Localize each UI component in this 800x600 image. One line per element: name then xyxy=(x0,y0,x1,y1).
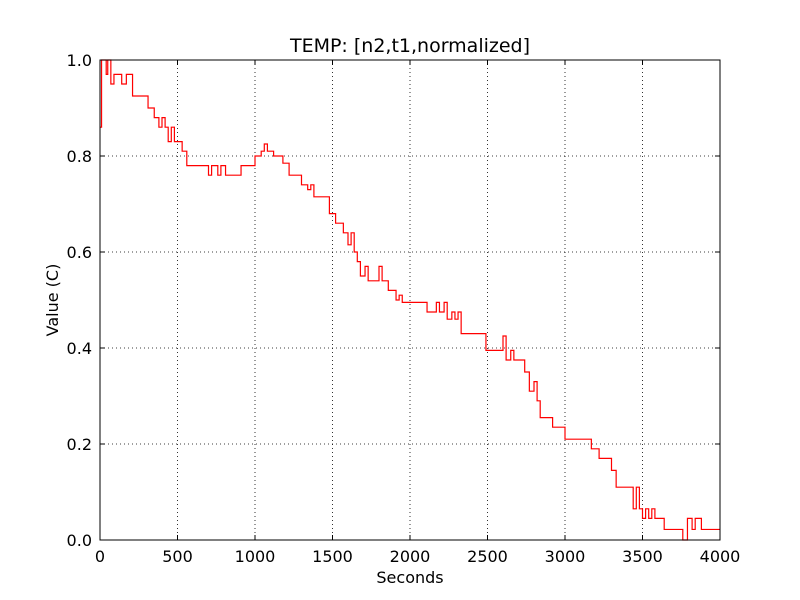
y-tick-label: 0.4 xyxy=(67,339,92,358)
x-tick-label: 2500 xyxy=(467,547,508,566)
series-layer xyxy=(100,59,720,541)
x-tick-label: 500 xyxy=(162,547,193,566)
x-tick-label: 0 xyxy=(95,547,105,566)
x-tick-label: 2000 xyxy=(390,547,431,566)
y-tick-label: 0.8 xyxy=(67,147,92,166)
grid xyxy=(100,60,720,540)
y-tick-label: 0.2 xyxy=(67,435,92,454)
series-line xyxy=(100,59,720,541)
x-tick-labels: 0 500 1000 1500 2000 2500 3000 3500 4000 xyxy=(95,547,740,566)
y-tick-labels: 0.0 0.2 0.4 0.6 0.8 1.0 xyxy=(67,51,92,550)
x-tick-label: 4000 xyxy=(700,547,741,566)
y-axis-label: Value (C) xyxy=(43,264,62,337)
x-tick-label: 3000 xyxy=(545,547,586,566)
x-tick-label: 1000 xyxy=(235,547,276,566)
x-axis-label: Seconds xyxy=(376,568,443,587)
y-tick-label: 1.0 xyxy=(67,51,92,70)
y-tick-label: 0.0 xyxy=(67,531,92,550)
y-tick-label: 0.6 xyxy=(67,243,92,262)
chart-title: TEMP: [n2,t1,normalized] xyxy=(289,35,530,57)
x-tick-label: 3500 xyxy=(622,547,663,566)
tick-marks xyxy=(99,59,721,541)
x-tick-label: 1500 xyxy=(312,547,353,566)
